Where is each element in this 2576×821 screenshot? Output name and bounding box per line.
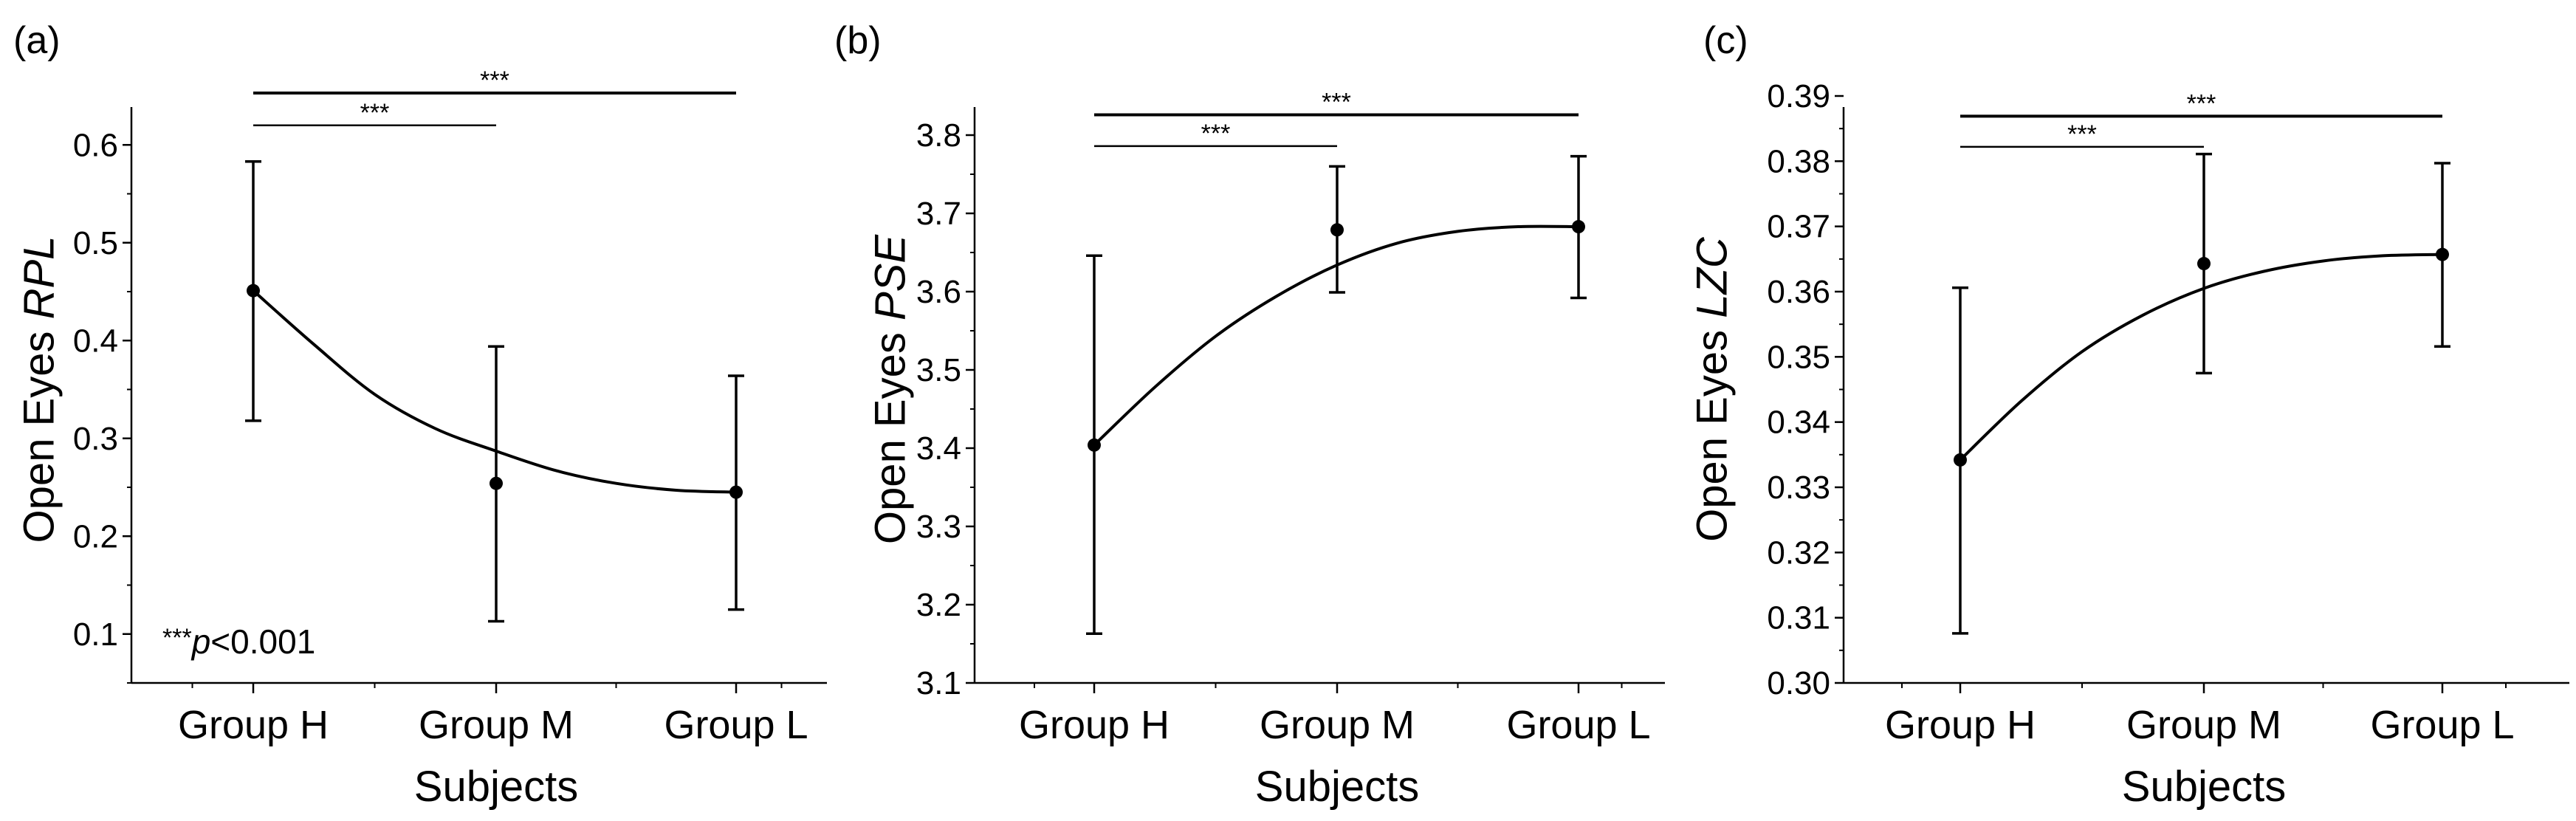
category-label: Group L	[2370, 703, 2514, 747]
y-tick-label: 0.36	[1767, 274, 1830, 310]
significance-label: ***	[1201, 120, 1231, 148]
y-tick-label: 3.1	[916, 665, 961, 701]
panel-label: (c)	[1703, 19, 1748, 62]
y-tick-label: 0.5	[73, 225, 118, 261]
y-title-prefix: Open Eyes	[866, 320, 914, 544]
category-label: Group M	[1260, 703, 1415, 747]
significance-label: ***	[480, 66, 509, 95]
data-point	[1088, 438, 1101, 452]
x-axis-title: Subjects	[1255, 763, 1419, 811]
y-tick-label: 0.37	[1767, 209, 1830, 245]
note-p: p	[190, 622, 211, 661]
significance-label: ***	[360, 99, 390, 127]
x-axis-title: Subjects	[2122, 763, 2286, 811]
data-point	[2436, 247, 2449, 261]
chart-panel-2: (c) 0.30 0.31 0.32 0.33 0.34 0.35 0.36 0.37 0.38 0…	[1688, 19, 2569, 811]
y-title-metric: LZC	[1688, 236, 1736, 318]
y-title-metric: PSE	[866, 234, 914, 320]
data-point	[1572, 220, 1585, 234]
y-tick-label: 3.2	[916, 587, 961, 623]
y-tick-label: 0.4	[73, 323, 118, 359]
y-tick-label: 3.4	[916, 430, 961, 467]
significance-label: ***	[1322, 88, 1351, 116]
category-label: Group M	[419, 703, 574, 747]
category-label: Group L	[1506, 703, 1650, 747]
significance-label: ***	[2187, 89, 2216, 117]
fit-curve-line	[1959, 253, 2443, 461]
chart-panel-0: (a) 0.1 0.2 0.3 0.4 0.5 0.6 Group H Group M Group…	[13, 19, 827, 811]
y-tick-label: 3.6	[916, 274, 961, 310]
y-axis-title: Open Eyes PSE	[866, 234, 914, 544]
x-axis-title: Subjects	[414, 763, 578, 811]
y-tick-label: 3.8	[916, 117, 961, 154]
significance-label: ***	[2067, 120, 2097, 148]
y-tick-label: 0.39	[1767, 78, 1830, 114]
y-title-prefix: Open Eyes	[1688, 318, 1736, 542]
y-tick-label: 0.1	[73, 616, 118, 653]
p-value-note: ***p<0.001	[162, 622, 315, 661]
panel-label: (b)	[834, 19, 882, 62]
fit-curve-line	[252, 289, 737, 494]
y-axis-title: Open Eyes RPL	[15, 236, 63, 543]
y-tick-label: 0.32	[1767, 535, 1830, 571]
category-label: Group M	[2126, 703, 2281, 747]
y-tick-label: 0.31	[1767, 600, 1830, 636]
note-stars: ***	[162, 624, 192, 652]
y-tick-label: 0.30	[1767, 665, 1830, 701]
category-label: Group H	[1019, 703, 1169, 747]
y-axis-title: Open Eyes LZC	[1688, 236, 1736, 542]
y-title-prefix: Open Eyes	[15, 319, 63, 543]
data-point	[2197, 257, 2211, 271]
category-label: Group H	[178, 703, 329, 747]
panel-label: (a)	[13, 19, 61, 62]
data-point	[1330, 223, 1344, 237]
data-point	[490, 476, 503, 490]
data-point	[729, 485, 743, 499]
y-tick-label: 0.2	[73, 518, 118, 554]
y-tick-label: 0.34	[1767, 405, 1830, 441]
y-tick-label: 3.7	[916, 196, 961, 232]
category-label: Group H	[1885, 703, 2036, 747]
y-title-metric: RPL	[15, 236, 63, 320]
y-tick-label: 0.6	[73, 127, 118, 163]
y-tick-label: 0.35	[1767, 339, 1830, 375]
y-tick-label: 0.3	[73, 421, 118, 457]
category-label: Group L	[664, 703, 808, 747]
chart-panel-1: (b) 3.1 3.2 3.3 3.4 3.5 3.6 3.7 3.8 Group H Group …	[834, 19, 1665, 811]
y-tick-label: 3.5	[916, 352, 961, 388]
y-tick-label: 3.3	[916, 509, 961, 545]
y-tick-label: 0.33	[1767, 470, 1830, 506]
data-point	[247, 284, 260, 298]
y-tick-label: 0.38	[1767, 143, 1830, 179]
data-point	[1954, 453, 1967, 467]
note-threshold: <0.001	[210, 622, 315, 661]
